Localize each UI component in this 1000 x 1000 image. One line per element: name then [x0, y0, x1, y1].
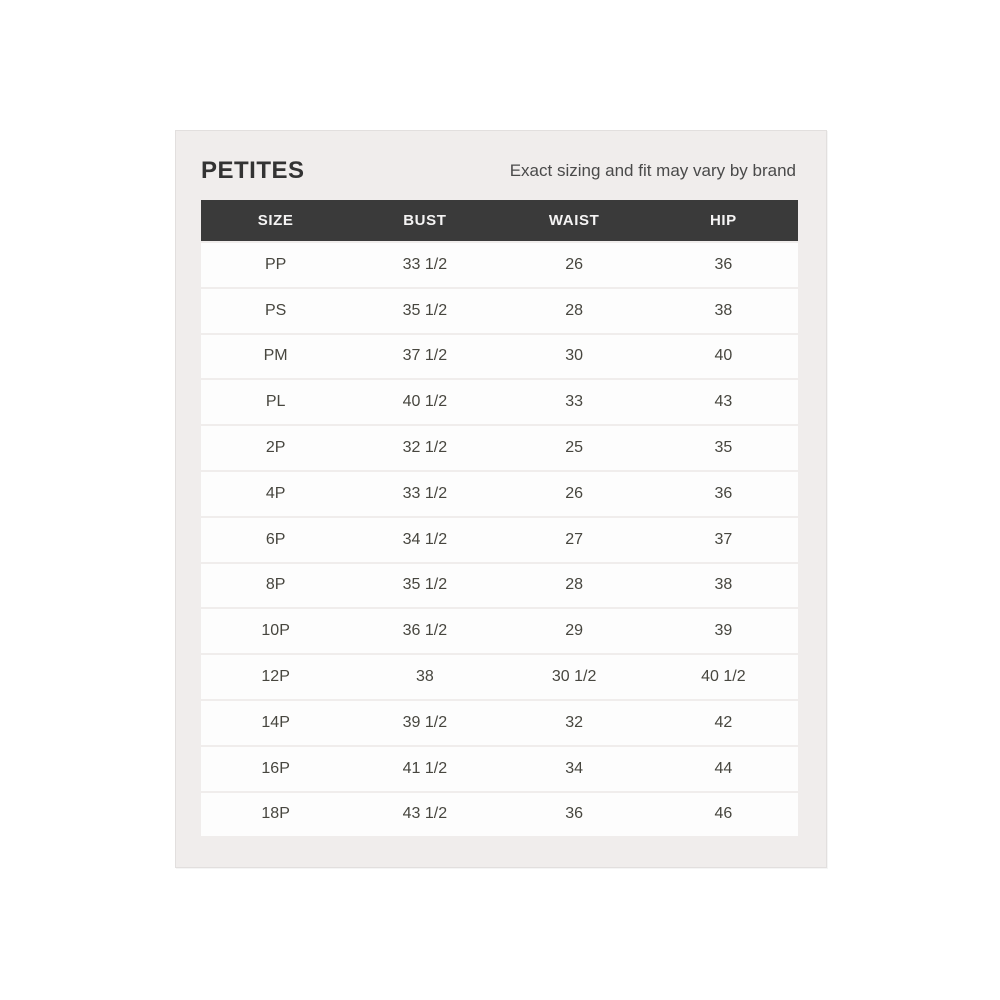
column-header-hip: HIP [709, 212, 737, 229]
measurement-cell: 30 1/2 [551, 668, 597, 686]
measurement-cell: 36 [714, 255, 733, 273]
size-cell: 16P [261, 759, 290, 777]
measurement-cell: 35 [714, 439, 733, 457]
size-chart-panel: PETITES Exact sizing and fit may vary by… [175, 130, 827, 868]
table-row: 2P 32 1/2 25 35 [201, 426, 798, 470]
size-chart-table: SIZE BUST WAIST HIP PP 33 1/2 26 36 PS 35 1/2 28 3… [201, 200, 798, 837]
table-header-row: SIZE BUST WAIST HIP [201, 200, 798, 241]
column-header-waist: WAIST [548, 212, 600, 229]
column-header-size: SIZE [257, 212, 294, 229]
measurement-cell: 40 1/2 [701, 668, 746, 686]
size-cell: 6P [265, 530, 286, 548]
measurement-cell: 41 1/2 [402, 759, 448, 777]
measurement-cell: 34 1/2 [402, 530, 448, 548]
measurement-cell: 33 1/2 [402, 255, 448, 273]
table-body: PP 33 1/2 26 36 PS 35 1/2 28 38 PM 37 1/2 30 40 PL 40… [201, 243, 798, 837]
size-cell: 12P [261, 668, 290, 686]
size-cell: 14P [261, 713, 290, 731]
measurement-cell: 39 [714, 622, 733, 640]
table-row: 4P 33 1/2 26 36 [201, 471, 798, 516]
measurement-cell: 38 [714, 301, 733, 319]
size-cell: PL [265, 393, 286, 411]
measurement-cell: 26 [565, 484, 584, 502]
measurement-cell: 43 1/2 [402, 805, 448, 823]
measurement-cell: 30 [565, 347, 584, 365]
size-cell: 8P [265, 576, 286, 594]
measurement-cell: 35 1/2 [402, 576, 448, 594]
table-row: 14P 39 1/2 32 42 [201, 700, 798, 745]
size-cell: 2P [265, 439, 286, 457]
size-cell: 10P [261, 622, 290, 640]
measurement-cell: 36 1/2 [402, 622, 448, 640]
table-row: 12P 38 30 1/2 40 1/2 [201, 655, 798, 699]
measurement-cell: 26 [565, 255, 584, 273]
measurement-cell: 40 [714, 347, 733, 365]
measurement-cell: 29 [565, 622, 584, 640]
table-row: PL 40 1/2 33 43 [201, 380, 798, 425]
measurement-cell: 39 1/2 [402, 713, 448, 731]
measurement-cell: 34 [565, 759, 584, 777]
measurement-cell: 28 [565, 301, 584, 319]
measurement-cell: 32 1/2 [402, 439, 448, 457]
measurement-cell: 28 [565, 576, 584, 594]
measurement-cell: 44 [714, 759, 733, 777]
measurement-cell: 36 [565, 805, 584, 823]
column-header-bust: BUST [403, 212, 447, 229]
size-cell: PS [264, 301, 287, 319]
measurement-cell: 40 1/2 [402, 393, 448, 411]
measurement-cell: 37 1/2 [402, 347, 448, 365]
measurement-cell: 33 1/2 [402, 484, 448, 502]
size-cell: 18P [261, 805, 290, 823]
table-row: PM 37 1/2 30 40 [201, 334, 798, 379]
measurement-cell: 35 1/2 [402, 301, 448, 319]
measurement-cell: 25 [565, 439, 584, 457]
measurement-cell: 27 [565, 530, 584, 548]
table-row: 10P 36 1/2 29 39 [201, 609, 798, 654]
table-row: PS 35 1/2 28 38 [201, 288, 798, 333]
size-cell: 4P [265, 484, 286, 502]
measurement-cell: 42 [714, 713, 733, 731]
measurement-cell: 38 [415, 668, 434, 686]
measurement-cell: 36 [714, 484, 733, 502]
sizing-disclaimer: Exact sizing and fit may vary by brand [509, 161, 796, 180]
size-cell: PM [263, 347, 288, 365]
panel-title: PETITES [201, 157, 305, 184]
measurement-cell: 37 [714, 530, 733, 548]
table-row: 6P 34 1/2 27 37 [201, 517, 798, 562]
table-row: 18P 43 1/2 36 46 [201, 792, 798, 837]
size-cell: PP [264, 255, 287, 273]
measurement-cell: 46 [714, 805, 733, 823]
measurement-cell: 33 [565, 393, 584, 411]
measurement-cell: 32 [565, 713, 584, 731]
measurement-cell: 38 [714, 576, 733, 594]
table-row: 8P 35 1/2 28 38 [201, 563, 798, 608]
table-row: PP 33 1/2 26 36 [201, 243, 798, 287]
table-row: 16P 41 1/2 34 44 [201, 746, 798, 791]
panel-header: PETITES Exact sizing and fit may vary by… [176, 156, 826, 186]
measurement-cell: 43 [714, 393, 733, 411]
